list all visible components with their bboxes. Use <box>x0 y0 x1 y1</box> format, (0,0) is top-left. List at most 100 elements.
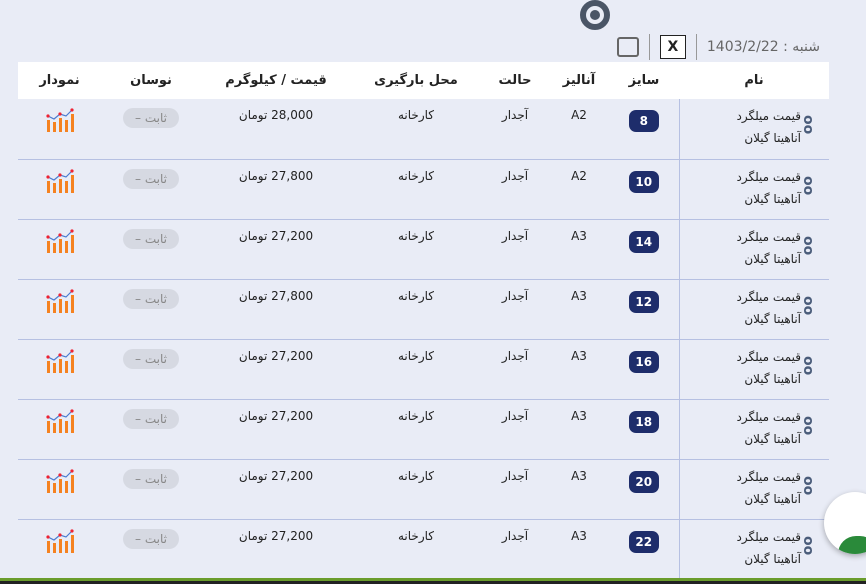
name-line1: قیمت میلگرد <box>736 409 801 424</box>
location-cell: کارخانه <box>351 219 481 280</box>
chart-cell[interactable] <box>18 159 101 220</box>
name-cell[interactable]: oo قیمت میلگرد آناهیتا گیلان <box>678 219 829 280</box>
header-analysis[interactable]: آنالیز <box>549 62 609 99</box>
header-state[interactable]: حالت <box>481 62 549 99</box>
size-badge: 12 <box>628 290 659 313</box>
name-line2: آناهیتا گیلان <box>744 191 801 206</box>
table-row: oo قیمت میلگرد آناهیتا گیلان 18 A3 آجدار ک… <box>18 399 829 460</box>
chart-icon[interactable] <box>45 228 74 253</box>
name-line1: قیمت میلگرد <box>736 109 801 123</box>
name-cell[interactable]: oo قیمت میلگرد آناهیتا گیلان <box>678 339 829 400</box>
header-location[interactable]: محل بارگیری <box>351 62 481 99</box>
analysis-cell: A3 <box>549 219 609 280</box>
name-line1: قیمت میلگرد <box>736 289 801 304</box>
chart-cell[interactable] <box>18 399 101 460</box>
chart-cell[interactable] <box>18 99 101 160</box>
analysis-cell: A3 <box>549 459 609 520</box>
name-line2: آناهیتا گیلان <box>744 551 801 566</box>
size-badge: 20 <box>628 470 659 493</box>
date-label: شنبه : 1403/2/22 <box>706 39 820 55</box>
price-cell: 27,200 تومان <box>201 519 351 580</box>
chart-icon[interactable] <box>45 408 74 433</box>
change-badge: ثابت – <box>123 168 179 189</box>
analysis-cell: A2 <box>549 159 609 220</box>
name-cell[interactable]: oo قیمت میلگرد آناهیتا گیلان <box>678 519 829 580</box>
divider <box>695 34 697 60</box>
header-price[interactable]: قیمت / کیلوگرم <box>201 62 351 99</box>
chart-icon[interactable] <box>45 168 74 193</box>
state-cell: آجدار <box>481 459 549 520</box>
analysis-cell: A3 <box>549 339 609 400</box>
state-cell: آجدار <box>481 279 549 340</box>
name-line2: آناهیتا گیلان <box>744 371 801 386</box>
change-badge: ثابت – <box>123 528 179 549</box>
price-cell: 27,800 تومان <box>201 279 351 340</box>
brand-icon: oo <box>800 355 816 375</box>
chart-icon[interactable] <box>45 528 74 553</box>
analysis-cell: A2 <box>549 99 609 160</box>
excel-export-icon[interactable]: X <box>659 35 686 59</box>
table-row: oo قیمت میلگرد آناهیتا گیلان 20 A3 آجدار ک… <box>18 459 829 520</box>
location-cell: کارخانه <box>351 519 481 580</box>
chart-icon[interactable] <box>45 288 74 313</box>
support-avatar-button[interactable] <box>824 492 866 554</box>
name-cell[interactable]: oo قیمت میلگرد آناهیتا گیلان <box>678 99 829 160</box>
location-cell: کارخانه <box>351 339 481 400</box>
name-line1: قیمت میلگرد <box>736 529 801 544</box>
brand-icon: oo <box>800 415 816 435</box>
name-line1: قیمت میلگرد <box>736 349 801 364</box>
table-row: oo قیمت میلگرد آناهیتا گیلان 16 A3 آجدار ک… <box>18 339 829 400</box>
chart-icon[interactable] <box>45 348 74 373</box>
name-cell[interactable]: oo قیمت میلگرد آناهیتا گیلان <box>678 459 829 520</box>
size-badge: 16 <box>628 350 659 373</box>
size-badge: 18 <box>628 410 659 433</box>
chart-cell[interactable] <box>18 219 101 280</box>
header-change[interactable]: نوسان <box>101 62 201 99</box>
analysis-cell: A3 <box>549 279 609 340</box>
change-badge: ثابت – <box>123 348 179 369</box>
state-cell: آجدار <box>481 399 549 460</box>
header-size[interactable]: سایز <box>609 62 679 99</box>
brand-icon: oo <box>800 535 816 555</box>
table-row: oo قیمت میلگرد آناهیتا گیلان 10 A2 آجدار ک… <box>18 159 829 220</box>
location-cell: کارخانه <box>351 399 481 460</box>
table-header: نام سایز آنالیز حالت محل بارگیری قیمت / کیلوگ… <box>18 62 829 99</box>
change-badge: ثابت – <box>123 228 179 249</box>
state-cell: آجدار <box>481 519 549 580</box>
chart-icon[interactable] <box>45 468 74 493</box>
name-cell[interactable]: oo قیمت میلگرد آناهیتا گیلان <box>678 399 829 460</box>
chart-icon[interactable] <box>45 108 74 132</box>
print-icon[interactable] <box>616 37 639 57</box>
change-badge: ثابت – <box>123 288 179 309</box>
state-cell: آجدار <box>481 99 549 160</box>
change-badge: ثابت – <box>123 408 179 429</box>
name-line2: آناهیتا گیلان <box>744 251 801 266</box>
chart-cell[interactable] <box>18 519 101 580</box>
price-cell: 27,200 تومان <box>201 339 351 400</box>
header-name[interactable]: نام <box>679 62 829 99</box>
change-badge: ثابت – <box>123 108 179 128</box>
name-cell[interactable]: oo قیمت میلگرد آناهیتا گیلان <box>678 159 829 220</box>
chart-cell[interactable] <box>18 279 101 340</box>
header-chart[interactable]: نمودار <box>18 62 101 99</box>
price-cell: 28,000 تومان <box>201 99 351 160</box>
brand-icon: oo <box>800 115 816 135</box>
toolbar: شنبه : 1403/2/22 X <box>616 34 820 60</box>
change-badge: ثابت – <box>123 468 179 489</box>
state-cell: آجدار <box>481 339 549 400</box>
table-row: oo قیمت میلگرد آناهیتا گیلان 14 A3 آجدار ک… <box>18 219 829 280</box>
name-cell[interactable]: oo قیمت میلگرد آناهیتا گیلان <box>678 279 829 340</box>
price-cell: 27,200 تومان <box>201 399 351 460</box>
divider <box>648 34 650 60</box>
name-line1: قیمت میلگرد <box>736 469 801 484</box>
name-line2: آناهیتا گیلان <box>744 491 801 506</box>
site-logo-icon <box>580 0 610 30</box>
chart-cell[interactable] <box>18 459 101 520</box>
chart-cell[interactable] <box>18 339 101 400</box>
brand-icon: oo <box>800 175 816 195</box>
name-line2: آناهیتا گیلان <box>744 131 801 145</box>
name-line2: آناهیتا گیلان <box>744 431 801 446</box>
table-row: oo قیمت میلگرد آناهیتا گیلان 8 A2 آجدار کا… <box>18 99 829 160</box>
price-cell: 27,800 تومان <box>201 159 351 220</box>
location-cell: کارخانه <box>351 459 481 520</box>
